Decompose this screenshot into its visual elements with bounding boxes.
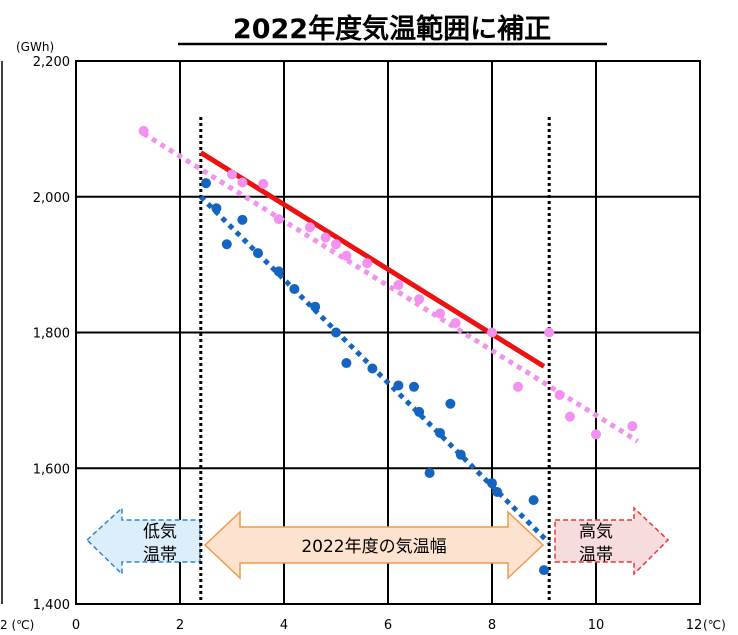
y-tick-label: 1,400 bbox=[33, 598, 70, 613]
pink-point bbox=[273, 214, 284, 225]
pink-point bbox=[450, 317, 461, 328]
x-tick-label: 2 bbox=[176, 618, 184, 633]
blue-point bbox=[310, 301, 321, 312]
x-tick-label: 4 bbox=[280, 618, 288, 633]
high-band-arrow bbox=[554, 506, 670, 576]
data-points bbox=[138, 125, 638, 576]
pink-point bbox=[513, 381, 523, 392]
x-tick-labels: 0 2 4 6 8 10 12 bbox=[72, 618, 702, 633]
blue-point bbox=[487, 478, 497, 489]
pink-point bbox=[565, 411, 575, 422]
x-tick-label: 6 bbox=[384, 618, 392, 633]
mid-band-label: 2022年度の気温幅 bbox=[301, 537, 446, 557]
blue-point bbox=[455, 449, 466, 460]
x-tick-label: 10 bbox=[588, 618, 605, 633]
y-tick-label: 2,200 bbox=[33, 55, 70, 70]
pink-point bbox=[227, 169, 237, 180]
pink-point bbox=[341, 250, 352, 261]
trend-lines bbox=[142, 131, 639, 545]
y-tick-label: 1,800 bbox=[33, 327, 70, 342]
pink-point bbox=[435, 308, 445, 319]
blue-point bbox=[237, 214, 248, 225]
chart-title: 2022年度気温範囲に補正 bbox=[233, 13, 551, 45]
pink-point bbox=[138, 125, 149, 136]
blue-point bbox=[367, 363, 378, 374]
pink-point bbox=[487, 327, 497, 338]
blue-point bbox=[409, 381, 419, 392]
temperature-bands: 低気 温帯 2022年度の気温幅 高気 温帯 bbox=[85, 506, 670, 580]
blue-point bbox=[201, 178, 211, 189]
low-band-label-line2: 温帯 bbox=[143, 545, 177, 565]
blue-point bbox=[528, 495, 539, 506]
blue-point bbox=[289, 284, 300, 295]
y-unit-label: (GWh) bbox=[16, 40, 54, 54]
pink-point bbox=[591, 429, 601, 440]
x-tick-label: 0 bbox=[72, 618, 80, 633]
blue-point bbox=[221, 239, 232, 250]
pink-trend-line bbox=[142, 131, 639, 444]
blue-point bbox=[253, 248, 263, 259]
x-tick-label: 8 bbox=[488, 618, 496, 633]
blue-point bbox=[211, 203, 222, 214]
blue-point bbox=[341, 358, 352, 369]
low-band-arrow bbox=[85, 506, 201, 576]
blue-point bbox=[424, 468, 435, 479]
high-band-label-line1: 高気 bbox=[579, 522, 613, 542]
mid-band-arrow bbox=[203, 510, 545, 580]
y-tick-labels: 1,400 1,600 1,800 2,000 2,200 bbox=[33, 55, 70, 613]
pink-point bbox=[305, 222, 315, 233]
high-band-label-line2: 温帯 bbox=[579, 545, 613, 565]
y-tick-label: 2,000 bbox=[33, 191, 70, 206]
blue-point bbox=[331, 327, 341, 338]
pink-point bbox=[554, 389, 565, 400]
pink-point bbox=[393, 279, 404, 290]
pink-point bbox=[320, 232, 331, 243]
x-unit-left-label: 2 (℃) bbox=[0, 618, 34, 632]
low-band-label-line1: 低気 bbox=[143, 522, 177, 542]
blue-point bbox=[273, 266, 284, 277]
y-tick-label: 1,600 bbox=[33, 462, 70, 477]
pink-point bbox=[544, 327, 555, 338]
blue-point bbox=[435, 427, 445, 438]
blue-point bbox=[492, 487, 503, 498]
x-tick-label: 12 bbox=[686, 618, 703, 633]
blue-point bbox=[414, 406, 425, 417]
pink-point bbox=[627, 421, 638, 432]
red-trend-line bbox=[199, 150, 546, 369]
pink-point bbox=[258, 178, 269, 189]
blue-point bbox=[445, 398, 456, 409]
pink-point bbox=[362, 258, 373, 269]
x-unit-right-label: (℃) bbox=[703, 618, 726, 632]
blue-point bbox=[393, 380, 404, 391]
pink-point bbox=[237, 177, 248, 188]
blue-point bbox=[539, 565, 549, 576]
pink-point bbox=[414, 294, 425, 305]
pink-point bbox=[331, 239, 341, 250]
